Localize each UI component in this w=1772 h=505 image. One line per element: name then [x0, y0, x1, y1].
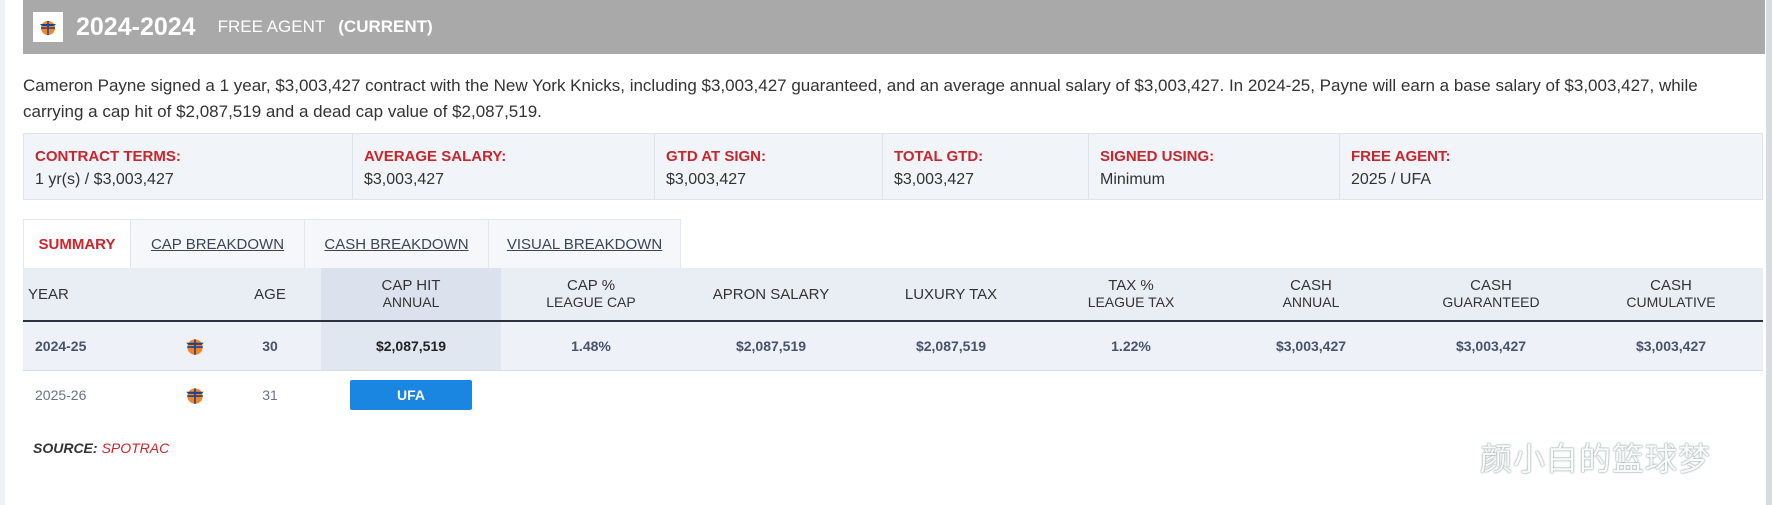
- tab-visual-breakdown[interactable]: VISUAL BREAKDOWN: [506, 235, 663, 253]
- term-value: 1 yr(s) / $3,003,427: [35, 171, 174, 188]
- cell-cash-annual: $3,003,427: [1275, 338, 1347, 354]
- knicks-logo-icon: [33, 12, 63, 42]
- right-edge-scrollbar[interactable]: [1766, 0, 1772, 505]
- term-value: Minimum: [1100, 171, 1165, 188]
- cell-apron-salary: $2,087,519: [735, 338, 807, 354]
- contract-summary-text: Cameron Payne signed a 1 year, $3,003,42…: [23, 76, 1698, 121]
- knicks-logo-icon: [167, 322, 223, 370]
- tab-cash-breakdown[interactable]: CASH BREAKDOWN: [305, 220, 489, 268]
- term-value: $3,003,427: [364, 171, 445, 188]
- col-header-cash-guaranteed[interactable]: CASH GUARANTEED: [1442, 277, 1540, 310]
- breakdown-tabs: SUMMARY CAP BREAKDOWN CASH BREAKDOWN VIS…: [23, 219, 681, 268]
- cell-age: 30: [262, 338, 278, 354]
- term-signed-using: SIGNED USING: Minimum: [1089, 134, 1340, 199]
- col-header-tax-pct[interactable]: TAX % LEAGUE TAX: [1087, 277, 1175, 310]
- term-value: 2025 / UFA: [1351, 171, 1432, 188]
- col-header-cap-hit[interactable]: CAP HIT ANNUAL: [321, 268, 501, 320]
- col-header-apron-salary[interactable]: APRON SALARY: [712, 285, 830, 303]
- term-label: AVERAGE SALARY:: [364, 148, 507, 165]
- col-header-cash-cumulative[interactable]: CASH CUMULATIVE: [1626, 277, 1716, 310]
- term-label: FREE AGENT:: [1351, 148, 1451, 165]
- term-gtd-at-sign: GTD AT SIGN: $3,003,427: [655, 134, 883, 199]
- col-header-year[interactable]: YEAR: [28, 285, 69, 303]
- cell-year: 2025-26: [35, 387, 87, 403]
- tab-summary[interactable]: SUMMARY: [24, 220, 131, 268]
- cell-cash-guaranteed: $3,003,427: [1455, 338, 1527, 354]
- term-label: GTD AT SIGN:: [666, 148, 766, 165]
- source-credit: SOURCE: SPOTRAC: [33, 440, 169, 456]
- term-value: $3,003,427: [666, 171, 747, 188]
- term-contract-terms: CONTRACT TERMS: 1 yr(s) / $3,003,427: [24, 134, 353, 199]
- ufa-status-badge: UFA: [350, 380, 472, 410]
- term-total-gtd: TOTAL GTD: $3,003,427: [883, 134, 1089, 199]
- watermark-text: 颜小白的篮球梦: [1480, 440, 1712, 478]
- cell-luxury-tax: $2,087,519: [915, 338, 987, 354]
- contract-terms-strip: CONTRACT TERMS: 1 yr(s) / $3,003,427 AVE…: [23, 133, 1763, 200]
- contract-status: FREE AGENT: [217, 17, 326, 36]
- table-row: 2024-25 30 $2,087,519 1.48% $2,087,519 $…: [23, 322, 1763, 371]
- cell-age: 31: [262, 387, 278, 403]
- left-edge-rule: [0, 0, 5, 505]
- cell-tax-pct: 1.22%: [1111, 338, 1151, 354]
- cell-year: 2024-25: [35, 338, 87, 354]
- table-row: 2025-26 31 UFA: [23, 371, 1763, 419]
- cell-cash-cumulative: $3,003,427: [1635, 338, 1707, 354]
- contract-header: 2024-2024 FREE AGENT (CURRENT): [23, 0, 1765, 54]
- col-header-luxury-tax[interactable]: LUXURY TAX: [904, 285, 998, 303]
- source-label: SOURCE:: [33, 440, 98, 456]
- source-link[interactable]: SPOTRAC: [101, 440, 170, 456]
- term-label: TOTAL GTD:: [894, 148, 984, 165]
- cell-cap-hit: $2,087,519: [321, 322, 501, 370]
- contract-table-header: YEAR AGE CAP HIT ANNUAL CAP % LEAGUE CAP…: [23, 268, 1763, 322]
- col-header-cap-pct[interactable]: CAP % LEAGUE CAP: [546, 277, 636, 310]
- term-label: SIGNED USING:: [1100, 148, 1215, 165]
- term-free-agent: FREE AGENT: 2025 / UFA: [1340, 134, 1762, 199]
- col-header-cash-annual[interactable]: CASH ANNUAL: [1282, 277, 1340, 310]
- term-average-salary: AVERAGE SALARY: $3,003,427: [353, 134, 655, 199]
- col-header-age[interactable]: AGE: [254, 285, 286, 303]
- tab-cap-breakdown[interactable]: CAP BREAKDOWN: [131, 220, 305, 268]
- cell-cap-hit: UFA: [321, 371, 501, 419]
- knicks-logo-icon: [167, 371, 223, 419]
- term-label: CONTRACT TERMS:: [35, 148, 181, 165]
- cell-cap-pct: 1.48%: [571, 338, 611, 354]
- term-value: $3,003,427: [894, 171, 975, 188]
- current-tag: (CURRENT): [338, 17, 433, 36]
- contract-years: 2024-2024: [76, 12, 196, 41]
